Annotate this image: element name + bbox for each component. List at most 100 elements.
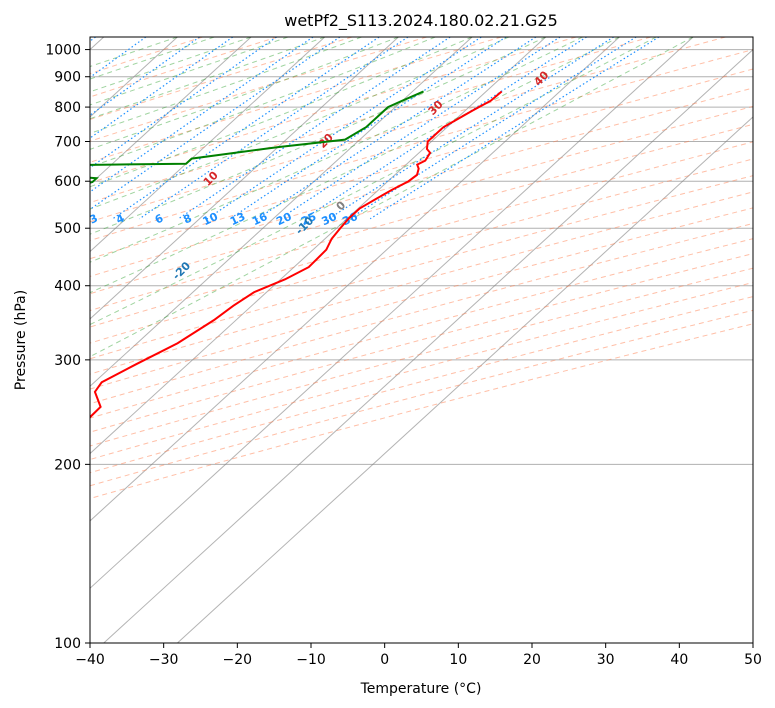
y-tick-label: 100 (54, 636, 81, 652)
y-tick-label: 900 (54, 70, 81, 86)
dry-adiabat-label: 10 (201, 168, 221, 188)
mixing-ratio-line (349, 37, 637, 220)
dry-adiabat-line (90, 158, 753, 344)
moist-adiabat-line (90, 37, 289, 106)
mixing-ratio-lines (90, 37, 660, 220)
mixing-ratio-label: 6 (153, 211, 166, 226)
mixing-ratio-line (206, 37, 482, 220)
isotherm-line (90, 37, 547, 455)
moist-adiabat-line (90, 37, 436, 168)
dewpoint-profile-line (90, 90, 424, 184)
moist-adiabat-line (90, 37, 252, 93)
dry-adiabat-line (90, 267, 753, 447)
x-tick-label: −10 (296, 652, 326, 668)
moist-adiabat-line (90, 37, 399, 150)
y-tick-label: 800 (54, 100, 81, 116)
mixing-ratio-label: 3 (87, 212, 99, 227)
y-tick-label: 600 (54, 174, 81, 190)
y-axis-label: Pressure (hPa) (13, 290, 29, 390)
dry-adiabat-line (90, 37, 651, 204)
dry-adiabat-line (90, 207, 753, 390)
dry-adiabat-line (90, 49, 753, 242)
x-tick-label: 0 (380, 652, 389, 668)
moist-adiabat-line (90, 37, 362, 134)
moist-adiabat-label: -20 (170, 259, 193, 282)
mixing-ratio-label: 10 (201, 210, 221, 228)
isobar-gridlines (90, 49, 753, 643)
x-axis-ticks: −40 −30 −20 −10 0 10 20 30 40 50 (75, 643, 762, 668)
dry-adiabat-line (90, 282, 753, 460)
y-tick-label: 200 (54, 457, 81, 473)
mixing-ratio-label: 30 (320, 210, 340, 228)
dry-adiabat-line (90, 238, 753, 419)
dry-adiabat-line (90, 87, 753, 277)
dry-adiabat-line (90, 191, 753, 375)
mixing-ratio-line (369, 37, 660, 220)
dry-adiabat-line (90, 37, 278, 98)
mixing-ratio-line (279, 37, 561, 220)
x-tick-label: 20 (523, 652, 541, 668)
isotherm-lines (90, 37, 753, 643)
mixing-ratio-label: 13 (228, 210, 247, 228)
adiabat-labels: 0.10.20.40.611.52346810131620253036-100-… (0, 68, 552, 327)
chart-title: wetPf2_S113.2024.180.02.21.G25 (284, 11, 558, 31)
isotherm-line (90, 37, 620, 522)
x-tick-label: 30 (597, 652, 615, 668)
mixing-ratio-line (90, 37, 96, 42)
mixing-ratio-label: 25 (299, 210, 318, 228)
dry-adiabat-line (90, 253, 753, 433)
dry-adiabat-label: 30 (426, 98, 446, 118)
mixing-ratio-line (90, 37, 277, 169)
x-tick-label: −30 (149, 652, 179, 668)
mixing-ratio-line (90, 37, 341, 211)
moist-adiabat-line (90, 37, 657, 326)
plot-frame (89, 36, 754, 644)
mixing-ratio-line (328, 37, 614, 220)
plot-area: 0.10.20.40.611.52346810131620253036-100-… (0, 37, 753, 643)
dry-adiabat-line (90, 222, 753, 405)
mixing-ratio-line (90, 37, 234, 139)
moist-adiabat-line (90, 37, 473, 188)
isotherm-line (90, 37, 252, 185)
mixing-ratio-line (139, 37, 409, 220)
mixing-ratio-line (90, 37, 314, 193)
x-axis-label: Temperature (°C) (360, 681, 482, 697)
moist-adiabat-label: -30 (47, 304, 70, 327)
mixing-ratio-label: 16 (250, 210, 270, 228)
isotherm-line (90, 37, 694, 589)
dry-adiabat-line (90, 37, 502, 163)
x-tick-label: −40 (75, 652, 105, 668)
y-tick-label: 400 (54, 279, 81, 295)
y-tick-label: 500 (54, 221, 81, 237)
mixing-ratio-label: 1 (0, 212, 5, 227)
x-tick-label: 50 (744, 652, 762, 668)
dry-adiabat-line (90, 323, 753, 500)
mixing-ratio-label: 1.5 (21, 209, 44, 229)
mixing-ratio-line (90, 37, 200, 116)
dry-adiabat-line (90, 68, 753, 260)
x-tick-label: −20 (223, 652, 253, 668)
dry-adiabat-line (90, 296, 753, 474)
moist-adiabat-line (90, 37, 583, 263)
isotherm-line (90, 37, 473, 387)
isotherm-line (90, 37, 326, 253)
dry-adiabat-line (90, 123, 753, 312)
moist-adiabat-line (90, 37, 178, 68)
x-tick-label: 40 (670, 652, 688, 668)
mixing-ratio-label: 8 (181, 212, 193, 227)
mixing-ratio-label: 20 (274, 210, 294, 228)
dry-adiabat-line (90, 37, 726, 223)
dry-adiabat-lines (90, 37, 753, 500)
mixing-ratio-line (178, 37, 451, 220)
mixing-ratio-line (303, 37, 587, 220)
dry-adiabat-line (90, 175, 753, 360)
y-axis-ticks: 100 200 300 400 500 600 700 800 900 1000 (45, 43, 90, 652)
y-tick-label: 1000 (45, 43, 81, 59)
moist-adiabat-line (90, 37, 620, 294)
isotherm-line (177, 116, 753, 643)
moist-adiabat-lines (90, 37, 694, 358)
y-tick-label: 300 (54, 353, 81, 369)
mixing-ratio-line (112, 37, 380, 220)
dry-adiabat-line (90, 37, 203, 75)
